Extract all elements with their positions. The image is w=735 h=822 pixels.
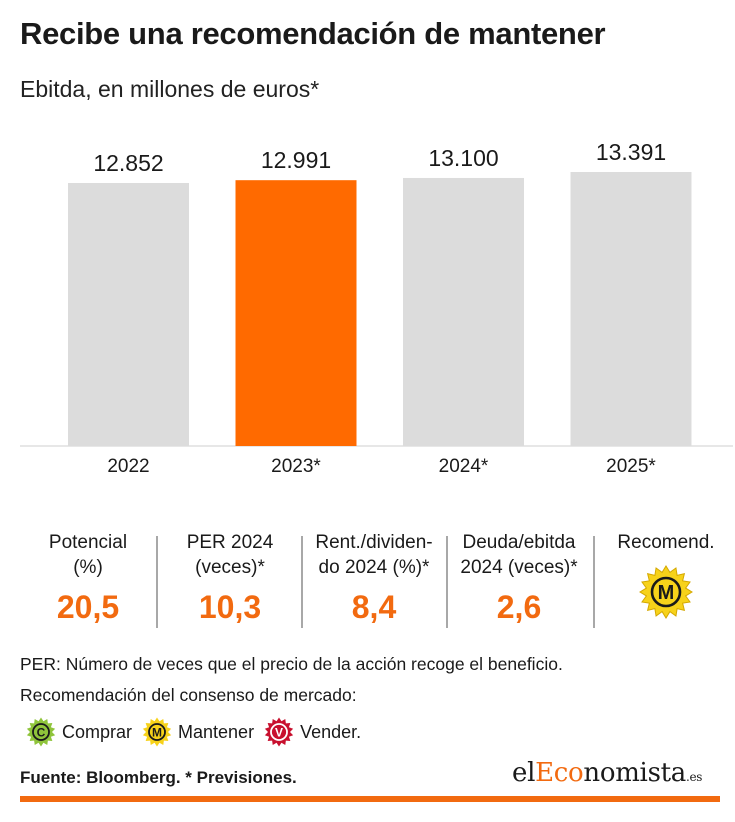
x-tick-label: 2022 [107,456,149,477]
legend-label: Comprar [62,721,133,742]
eleconomista-logo: elEconomista.es [512,758,703,788]
chart-title: Recibe una recomendación de mantener [20,16,606,51]
legend-item-comprar: C Comprar [26,717,132,747]
legend-label: Vender. [300,721,362,742]
metric-divider [301,536,303,628]
metric-label: 2024 (veces)* [460,557,578,578]
mantener-seal-icon: M [142,717,172,747]
bar-2024 [403,177,524,447]
comprar-seal-icon: C [26,717,56,747]
metric-divider [593,536,595,628]
metric-divider [446,536,448,628]
chart-subtitle: Ebitda, en millones de euros* [20,76,320,102]
recommendation-legend: C Comprar M Mantener V Vender. [26,717,371,747]
vender-seal-icon: V [264,717,294,747]
metric-rentabilidad-dividendo: Rent./dividen- do 2024 (%)* 8,4 [304,530,444,624]
bar-2025 [570,172,692,446]
metric-label: Deuda/ebitda [462,532,576,553]
metric-per: PER 2024 (veces)* 10,3 [160,530,300,624]
svg-text:M: M [658,582,675,604]
bar-value-label: 12.852 [93,150,163,176]
metrics-panel: Potencial (%) 20,5 PER 2024 (veces)* 10,… [20,530,726,630]
svg-text:M: M [152,726,162,740]
source-note: Fuente: Bloomberg. * Previsiones. [20,768,297,787]
metric-label: (veces)* [195,557,265,578]
metric-value: 10,3 [198,589,262,625]
consensus-note: Recomendación del consenso de mercado: [20,685,357,705]
bar-value-label: 13.100 [428,145,498,171]
metric-value: 20,5 [56,589,120,625]
metric-value: 8,4 [351,589,397,625]
x-tick-label: 2025* [606,456,656,477]
metric-label: PER 2024 [186,532,274,553]
x-tick-label: 2024* [439,456,489,477]
metric-label: do 2024 (%)* [318,557,430,578]
legend-item-vender: V Vender. [264,717,361,747]
metric-label: (%) [73,557,103,578]
bottom-accent-bar [20,796,720,802]
x-tick-label: 2023* [271,456,321,477]
bar-value-label: 12.991 [261,147,331,173]
bar-value-label: 13.391 [596,139,666,165]
mantener-seal-icon: M [639,565,693,619]
metric-label: Rent./dividen- [315,532,433,553]
bar-2022 [68,183,189,446]
per-note: PER: Número de veces que el precio de la… [20,654,563,674]
legend-item-mantener: M Mantener [142,717,254,747]
svg-text:C: C [37,726,46,740]
ebitda-bar-chart: 12.852 2022 12.991 2023* 13.100 2024* 13.391 20… [20,139,733,477]
metric-recomendacion: Recomend. M [596,530,735,619]
metric-deuda-ebitda: Deuda/ebitda 2024 (veces)* 2,6 [448,530,590,624]
metric-value: 2,6 [496,589,542,625]
metric-potencial: Potencial (%) 20,5 [18,530,158,624]
metric-label: Potencial [48,532,128,553]
metric-label: Recomend. [617,532,715,553]
metric-divider [156,536,158,628]
legend-label: Mantener [178,721,255,742]
svg-text:V: V [275,726,283,740]
bar-2023 [235,180,357,446]
